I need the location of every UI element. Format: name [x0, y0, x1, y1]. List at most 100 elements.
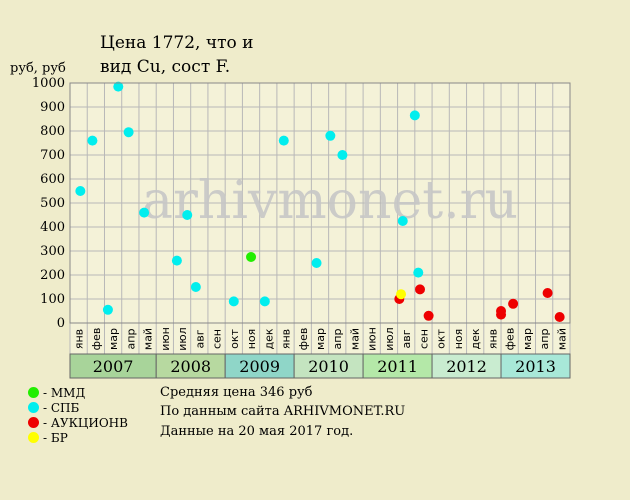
data-point	[139, 207, 150, 218]
x-tick-label: сен	[417, 329, 430, 349]
data-point	[278, 135, 289, 146]
x-tick-label: мар	[521, 328, 534, 350]
date-note: Данные на 20 мая 2017 год.	[160, 424, 354, 439]
average-price-note: Средняя цена 346 руб	[160, 385, 313, 400]
legend-dot-yellow	[28, 432, 39, 443]
legend-item-spb: - СПБ	[28, 401, 79, 415]
x-tick-label: мар	[107, 328, 120, 350]
x-tick-label: июл	[176, 327, 189, 350]
legend-item-mmd: - ММД	[28, 386, 85, 400]
legend-dot-green	[28, 387, 39, 398]
data-point	[259, 296, 270, 307]
x-tick-label: янв	[73, 329, 86, 349]
x-tick-label: фев	[297, 328, 310, 351]
year-cell	[500, 353, 571, 379]
data-point	[190, 282, 201, 292]
legend-dot-cyan	[28, 402, 39, 413]
year-label: 2010	[308, 357, 349, 376]
data-point	[409, 110, 420, 121]
data-point	[228, 296, 239, 307]
legend-item-auction: - АУКЦИОНB	[28, 416, 128, 430]
legend-label: - СПБ	[43, 401, 80, 415]
data-point	[87, 135, 98, 146]
y-tick-label: 100	[40, 292, 65, 307]
data-points	[75, 81, 565, 322]
year-label: 2007	[93, 357, 134, 376]
watermark: arhivmonet.ru	[142, 171, 518, 231]
x-tick-label: май	[142, 328, 155, 350]
year-label: 2008	[170, 357, 211, 376]
y-axis-label: руб, руб	[10, 61, 66, 76]
x-tick-label: июн	[366, 327, 379, 351]
legend-label: - ММД	[43, 386, 86, 400]
y-tick-label: 1000	[32, 76, 65, 91]
x-tick-label: мар	[314, 328, 327, 350]
year-cell	[69, 353, 157, 379]
x-tick-label: янв	[486, 329, 499, 349]
chart-subtitle: вид Cu, сост F.	[100, 57, 231, 77]
x-tick-label: дек	[469, 328, 482, 349]
x-tick-label: ноя	[452, 329, 465, 350]
year-label: 2011	[377, 357, 418, 376]
data-point	[397, 216, 408, 226]
x-tick-label: июл	[383, 327, 396, 350]
y-tick-label: 300	[40, 244, 65, 259]
x-tick-label: янв	[280, 329, 293, 349]
data-point	[246, 252, 257, 262]
y-tick-label: 0	[57, 316, 65, 331]
data-point	[423, 310, 434, 321]
source-note: По данным сайта ARHIVMONET.RU	[160, 404, 406, 419]
year-cell	[155, 353, 226, 379]
data-point	[508, 298, 519, 309]
data-point	[171, 255, 182, 266]
data-point	[413, 267, 424, 278]
y-tick-label: 400	[40, 220, 65, 235]
data-point	[311, 258, 322, 268]
y-tick-label: 200	[40, 268, 65, 283]
legend-dot-red	[28, 417, 39, 428]
year-label: 2009	[239, 357, 280, 376]
x-tick-label: июн	[159, 327, 172, 351]
x-tick-label: сен	[211, 329, 224, 349]
data-point	[396, 289, 407, 300]
x-tick-label: апр	[331, 329, 344, 350]
data-point	[542, 288, 553, 298]
year-bar: 2007 2008 2009 2010 2011 2012 2013	[69, 353, 571, 379]
y-tick-label: 800	[40, 124, 65, 139]
y-tick-label: 500	[40, 196, 65, 211]
y-axis: 0 100 200 300 400 500 600 700 800 900 1000	[32, 76, 65, 331]
year-cell	[224, 353, 295, 379]
x-tick-label: май	[348, 328, 361, 350]
chart-title: Цена 1772, что и	[100, 33, 254, 53]
year-label: 2012	[446, 357, 487, 376]
data-point	[75, 186, 86, 196]
x-tick-label: авг	[193, 329, 206, 348]
plot-border	[69, 82, 571, 324]
year-cell	[431, 353, 502, 379]
data-point	[182, 210, 193, 220]
x-tick-label: ноя	[245, 329, 258, 350]
data-point	[415, 284, 425, 295]
data-point	[496, 309, 507, 320]
data-point	[102, 304, 113, 315]
x-tick-label: фев	[504, 328, 517, 351]
y-tick-label: 700	[40, 148, 65, 163]
legend-label: - АУКЦИОНB	[43, 416, 128, 430]
y-tick-label: 900	[40, 100, 65, 115]
x-tick-label: дек	[262, 328, 275, 349]
legend-item-br: - БР	[28, 431, 68, 445]
x-tick-label: фев	[90, 328, 103, 351]
data-point	[123, 127, 134, 138]
legend-label: - БР	[43, 431, 68, 445]
x-tick-label: окт	[228, 329, 241, 349]
data-point	[113, 81, 124, 92]
data-point	[337, 150, 348, 160]
data-point	[325, 130, 336, 141]
year-cell	[293, 353, 364, 379]
x-tick-label: окт	[435, 329, 448, 349]
x-tick-label: апр	[538, 329, 551, 350]
data-point	[554, 312, 565, 322]
x-tick-label: апр	[124, 329, 137, 350]
x-tick-label: май	[555, 328, 568, 350]
